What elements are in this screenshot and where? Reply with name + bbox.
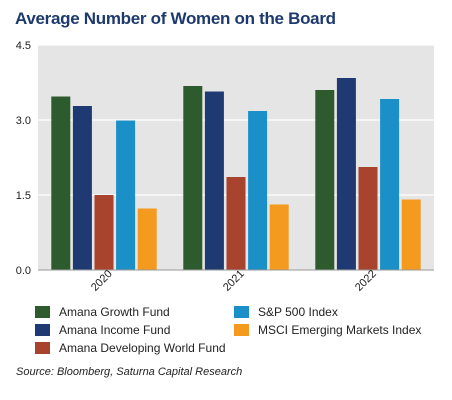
source-note: Source: Bloomberg, Saturna Capital Resea… [16,366,243,378]
y-tick-label: 4.5 [16,40,31,52]
x-tick-label: 2021 [221,268,247,294]
y-tick-labels: 0.0 1.5 3.0 4.5 [16,40,31,277]
bar-amana-growth-fund-2020 [51,96,71,270]
bar-s-p-500-index-2022 [380,99,400,270]
bar-amana-income-fund-2020 [72,106,92,270]
legend-label: Amana Income Fund [59,323,170,337]
bar-amana-developing-world-fund-2021 [226,177,246,270]
bar-s-p-500-index-2021 [248,111,268,270]
bar-amana-income-fund-2021 [204,91,224,270]
legend-label: S&P 500 Index [258,305,338,319]
legend-label: MSCI Emerging Markets Index [258,323,421,337]
legend-swatch [35,306,50,318]
bar-s-p-500-index-2020 [116,120,136,270]
bar-msci-emerging-markets-index-2022 [401,199,421,270]
bar-amana-developing-world-fund-2020 [94,195,114,270]
bars [51,78,421,270]
legend-label: Amana Developing World Fund [59,341,226,355]
y-tick-label: 0.0 [16,265,31,277]
legend-swatch [234,324,249,336]
legend-swatch [35,324,50,336]
bar-amana-growth-fund-2021 [183,86,203,270]
bar-amana-developing-world-fund-2022 [358,167,378,270]
legend: Amana Growth Fund Amana Income Fund Amana … [35,305,421,355]
bar-amana-income-fund-2022 [336,78,356,270]
y-tick-label: 1.5 [16,190,31,202]
x-tick-labels: 2020 2021 2022 [89,268,379,294]
x-tick-label: 2022 [353,268,379,294]
x-tick-label: 2020 [89,268,115,294]
bar-amana-growth-fund-2022 [315,90,335,270]
legend-swatch [234,306,249,318]
y-tick-label: 3.0 [16,115,31,127]
legend-label: Amana Growth Fund [59,305,170,319]
chart-title: Average Number of Women on the Board [15,9,336,28]
bar-msci-emerging-markets-index-2020 [137,208,157,270]
legend-swatch [35,342,50,354]
bar-msci-emerging-markets-index-2021 [269,204,289,270]
